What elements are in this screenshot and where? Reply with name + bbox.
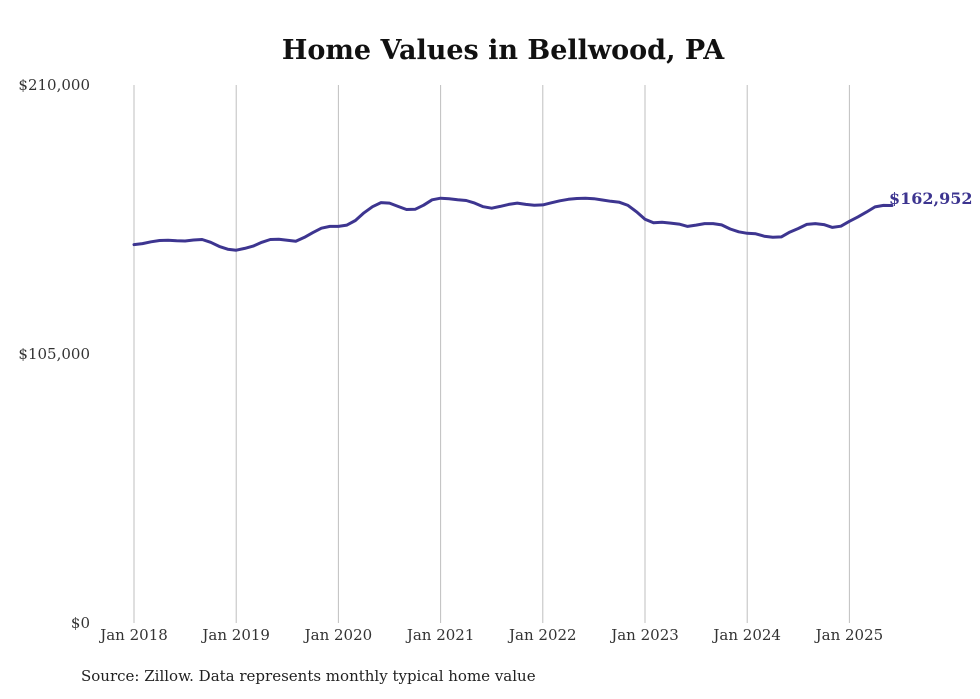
- x-axis-tick-labels: Jan 2018 Jan 2019 Jan 2020 Jan 2021 Jan 2022…: [98, 626, 883, 644]
- chart-title: Home Values in Bellwood, PA: [282, 35, 725, 66]
- x-tick-label: Jan 2025: [814, 626, 884, 644]
- y-tick-label: $210,000: [18, 76, 90, 94]
- y-tick-label: $105,000: [18, 345, 90, 363]
- y-axis-tick-labels: $0 $105,000 $210,000: [18, 76, 90, 632]
- gridlines: [133, 85, 850, 623]
- x-tick-label: Jan 2021: [405, 626, 475, 644]
- y-tick-label: $0: [71, 614, 90, 632]
- x-tick-label: Jan 2020: [303, 626, 373, 644]
- series-line-0: [132, 196, 894, 252]
- series-layer: [132, 196, 894, 252]
- x-tick-label: Jan 2024: [711, 626, 781, 644]
- x-tick-label: Jan 2019: [200, 626, 270, 644]
- x-tick-label: Jan 2023: [609, 626, 679, 644]
- x-tick-label: Jan 2022: [507, 626, 577, 644]
- source-note: Source: Zillow. Data represents monthly …: [81, 667, 536, 685]
- last-value-label: $162,952: [889, 189, 973, 208]
- x-tick-label: Jan 2018: [98, 626, 168, 644]
